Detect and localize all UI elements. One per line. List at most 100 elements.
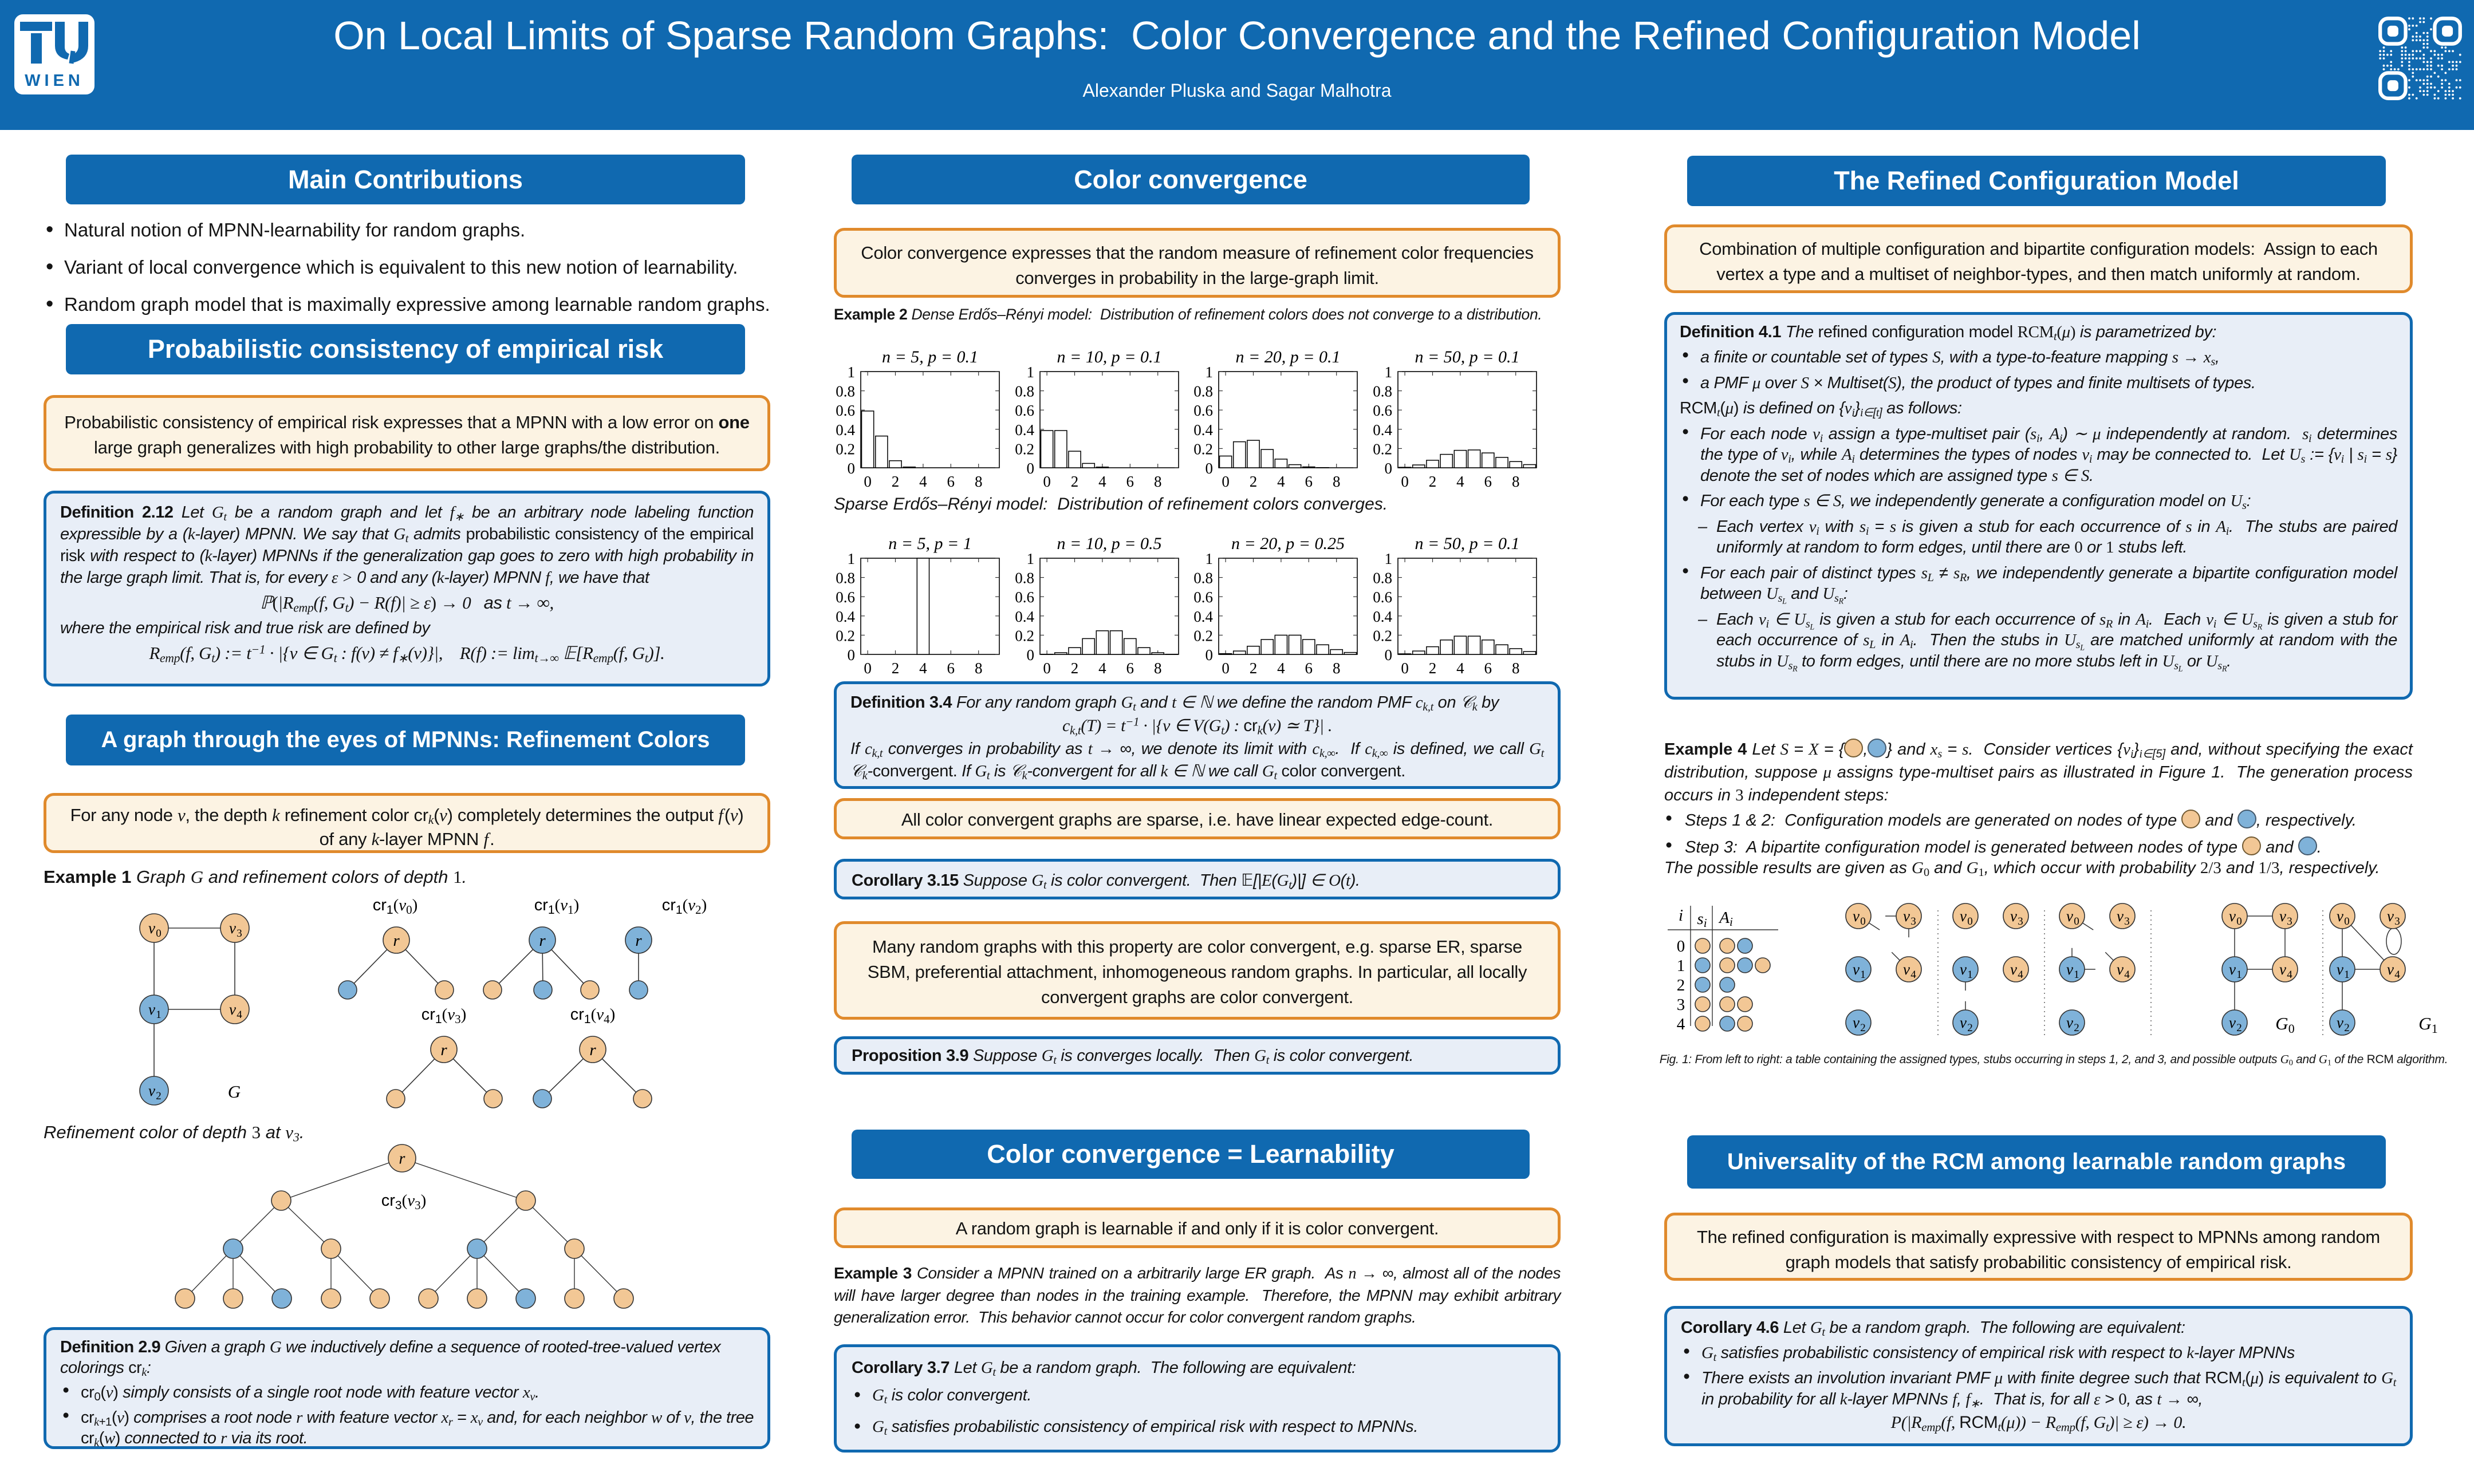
svg-text:0.6: 0.6 [1193,402,1213,419]
svg-text:1: 1 [156,1009,161,1021]
svg-text:6: 6 [947,660,955,677]
svg-text:6: 6 [947,473,955,490]
svg-text:0.2: 0.2 [1015,440,1034,457]
svg-text:v: v [2337,907,2343,925]
svg-text:0: 0 [848,646,856,664]
svg-text:2: 2 [1967,1022,1973,1034]
svg-text:4: 4 [1277,660,1285,677]
svg-text:3: 3 [1910,915,1916,928]
svg-text:v: v [2387,961,2394,978]
svg-text:4: 4 [1277,473,1285,490]
svg-text:0: 0 [1401,660,1409,677]
svg-text:0.6: 0.6 [1373,589,1392,606]
svg-text:v: v [2010,961,2017,978]
svg-text:0.8: 0.8 [836,570,855,587]
svg-text:4: 4 [2394,969,2400,981]
svg-text:v: v [1960,961,1967,978]
svg-text:n = 50, p = 0.1: n = 50, p = 0.1 [1415,534,1520,553]
svg-text:r: r [393,932,400,950]
svg-text:1: 1 [2236,969,2242,981]
svg-text:4: 4 [2124,969,2130,981]
svg-text:0: 0 [2236,915,2242,928]
svg-text:8: 8 [1333,660,1341,677]
svg-text:cr1(v2): cr1(v2) [662,896,707,917]
svg-text:2: 2 [1677,976,1685,994]
svg-text:2: 2 [2344,1022,2350,1034]
svg-text:v: v [1903,961,1910,978]
svg-text:cr1(v1): cr1(v1) [534,896,580,917]
svg-text:4: 4 [1456,473,1464,490]
svg-text:6: 6 [1484,473,1492,490]
svg-text:3: 3 [2018,915,2023,928]
svg-text:n = 10, p = 0.1: n = 10, p = 0.1 [1057,348,1162,366]
svg-text:1: 1 [1385,550,1393,567]
svg-text:3: 3 [2394,915,2400,928]
svg-text:0.8: 0.8 [1015,570,1034,587]
svg-text:r: r [635,932,642,950]
svg-text:2: 2 [1250,660,1258,677]
svg-text:0.6: 0.6 [836,589,855,606]
svg-text:2: 2 [1071,473,1079,490]
svg-text:0: 0 [156,928,161,940]
svg-text:6: 6 [1305,473,1313,490]
svg-text:3: 3 [1677,996,1685,1014]
svg-text:n = 5, p = 0.1: n = 5, p = 0.1 [882,348,978,366]
svg-text:WIEN: WIEN [25,72,84,90]
svg-text:v: v [229,1001,236,1018]
svg-text:8: 8 [1154,660,1162,677]
svg-text:G1: G1 [2418,1013,2437,1036]
svg-text:n = 10, p = 0.5: n = 10, p = 0.5 [1057,534,1162,553]
svg-text:si: si [1697,910,1707,930]
svg-text:4: 4 [2287,969,2292,981]
svg-text:1: 1 [2074,969,2079,981]
svg-text:4: 4 [919,473,927,490]
svg-text:2: 2 [1250,473,1258,490]
svg-text:1: 1 [2344,969,2350,981]
svg-text:v: v [2229,961,2236,978]
svg-text:0.8: 0.8 [1193,383,1213,400]
svg-text:0.4: 0.4 [1015,421,1034,439]
svg-text:0: 0 [1222,660,1230,677]
svg-text:6: 6 [1484,660,1492,677]
svg-text:0.6: 0.6 [1015,589,1034,606]
svg-text:v: v [2066,907,2073,925]
svg-text:0: 0 [1385,646,1393,664]
svg-text:8: 8 [975,473,983,490]
svg-text:0.8: 0.8 [836,383,855,400]
svg-text:4: 4 [2018,969,2023,981]
svg-text:0.8: 0.8 [1373,570,1392,587]
svg-text:2: 2 [2074,1022,2079,1034]
svg-text:r: r [539,932,546,950]
svg-text:8: 8 [1333,473,1341,490]
svg-text:8: 8 [1154,473,1162,490]
svg-text:r: r [399,1150,405,1168]
svg-text:0.4: 0.4 [836,421,855,439]
svg-text:0.2: 0.2 [1193,627,1213,644]
svg-text:1: 1 [1206,364,1214,381]
svg-text:0.8: 0.8 [1193,570,1213,587]
svg-text:6: 6 [1126,473,1134,490]
svg-text:0: 0 [864,473,872,490]
svg-text:0: 0 [1860,915,1866,928]
svg-text:1: 1 [1385,364,1393,381]
svg-text:v: v [1853,907,1860,925]
svg-text:1: 1 [1206,550,1214,567]
svg-text:G: G [228,1082,241,1102]
svg-text:0: 0 [1967,915,1973,928]
svg-text:v: v [148,1001,155,1018]
svg-text:n = 50, p = 0.1: n = 50, p = 0.1 [1415,348,1520,366]
svg-text:v: v [2117,961,2124,978]
svg-text:6: 6 [1305,660,1313,677]
svg-text:4: 4 [919,660,927,677]
svg-text:3: 3 [2287,915,2292,928]
svg-text:0.4: 0.4 [1373,608,1392,625]
svg-text:n = 5, p = 1: n = 5, p = 1 [888,534,972,553]
svg-text:0.6: 0.6 [1373,402,1392,419]
svg-text:4: 4 [1098,660,1106,677]
svg-text:0.4: 0.4 [1015,608,1034,625]
svg-text:0: 0 [848,460,856,477]
svg-text:i: i [1679,906,1683,925]
svg-text:8: 8 [1512,473,1520,490]
svg-text:0.8: 0.8 [1373,383,1392,400]
svg-text:0.4: 0.4 [836,608,855,625]
